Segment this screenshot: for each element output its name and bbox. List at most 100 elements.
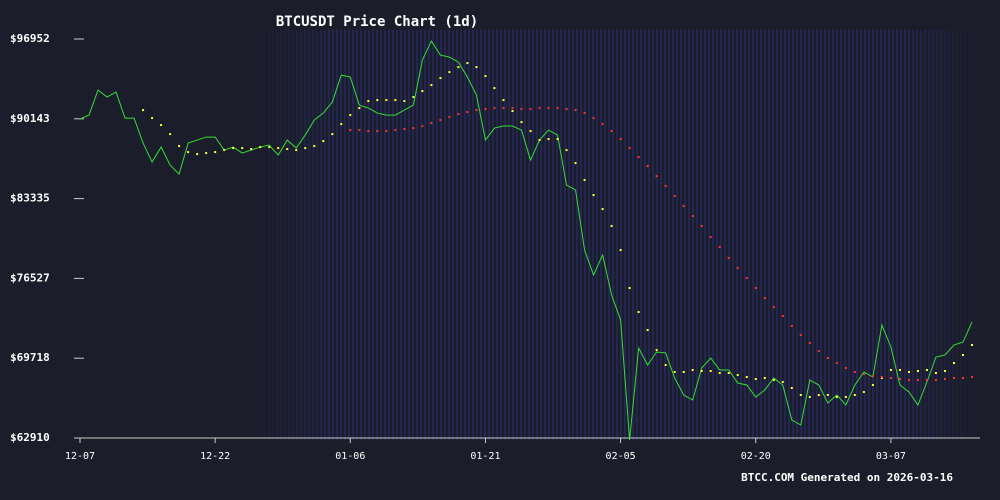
y-tick-label: $90143	[10, 112, 50, 125]
ma-dot	[898, 378, 901, 381]
ma-dot	[286, 148, 289, 151]
ma-dot	[556, 138, 559, 141]
ma-dot	[934, 372, 937, 375]
ma-dot	[349, 114, 352, 117]
ma-dot	[880, 376, 883, 379]
ma-dot	[772, 306, 775, 309]
ma-dot	[547, 138, 550, 141]
ma-dot	[583, 112, 586, 115]
ma-dot	[403, 100, 406, 103]
ma-dot	[799, 394, 802, 397]
ma-dot	[565, 108, 568, 111]
ma-dot	[709, 370, 712, 373]
ma-dot	[790, 325, 793, 328]
ma-dot	[196, 153, 199, 156]
ma-dot	[781, 381, 784, 384]
ma-dot	[448, 116, 451, 119]
ma-dot	[790, 387, 793, 390]
ma-dot	[952, 362, 955, 365]
x-tick-label: 12-22	[200, 451, 230, 462]
ma-dot	[529, 130, 532, 133]
ma-dot	[628, 287, 631, 290]
ma-dot	[736, 374, 739, 377]
ma-dot	[169, 133, 172, 136]
ma-dot	[971, 344, 973, 347]
ma-dot	[358, 107, 361, 110]
ma-dot	[655, 349, 658, 352]
ma-dot	[718, 372, 721, 375]
ma-dot	[907, 371, 910, 374]
ma-dot	[457, 113, 460, 116]
ma-dot	[736, 267, 739, 270]
ma-dot	[484, 75, 487, 78]
ma-dot	[835, 362, 838, 365]
x-tick-label: 12-07	[65, 451, 95, 462]
ma-dot	[421, 90, 424, 93]
ma-dot	[187, 151, 190, 154]
ma-dot	[601, 208, 604, 211]
y-tick-label: $62910	[10, 431, 50, 444]
ma-dot	[493, 87, 496, 90]
ma-dot	[565, 149, 568, 152]
ma-dot	[664, 364, 667, 367]
ma-dot	[277, 147, 280, 150]
ma-dot	[232, 147, 235, 150]
ma-dot	[691, 215, 694, 218]
ma-dot	[529, 108, 532, 111]
ma-dot	[871, 375, 874, 378]
ma-dot	[511, 107, 514, 110]
ma-dot	[943, 370, 946, 373]
ma-dot	[826, 394, 829, 397]
ma-dot	[475, 66, 478, 69]
ma-dot	[853, 371, 856, 374]
ma-dot	[673, 371, 676, 374]
ma-dot	[574, 109, 577, 112]
ma-dot	[700, 370, 703, 373]
ma-dot	[394, 99, 397, 102]
ma-dot	[160, 124, 163, 127]
ma-dot	[862, 373, 865, 376]
ma-dot	[484, 108, 487, 111]
ma-dot	[493, 107, 496, 110]
ma-dot	[826, 357, 829, 360]
ma-dot	[304, 147, 307, 150]
y-tick-label: $69718	[10, 351, 50, 364]
ma-dot	[367, 100, 370, 103]
ma-dot	[745, 376, 748, 379]
ma-dot	[367, 130, 370, 133]
ma-dot	[457, 66, 460, 69]
ma-dot	[439, 77, 442, 80]
ma-dot	[862, 391, 865, 394]
ma-dot	[907, 379, 910, 382]
ma-dot	[520, 121, 523, 124]
ma-dot	[214, 151, 217, 154]
ma-dot	[295, 149, 298, 152]
ma-dot	[754, 287, 757, 290]
ma-dot	[376, 130, 379, 133]
ma-dot	[808, 342, 811, 345]
ma-dot	[601, 123, 604, 126]
ma-dot	[682, 371, 685, 374]
x-tick-label: 02-05	[606, 451, 636, 462]
ma-dot	[682, 205, 685, 208]
ma-dot	[925, 369, 928, 372]
ma-dot	[844, 367, 847, 370]
ma-dot	[709, 236, 712, 239]
ma-dot	[268, 146, 271, 149]
ma-dot	[718, 246, 721, 249]
ma-dot	[511, 110, 514, 113]
ma-dot	[340, 123, 343, 126]
ma-dot	[376, 99, 379, 102]
ma-dot	[385, 99, 388, 102]
ma-dot	[430, 84, 433, 87]
ma-dot	[745, 277, 748, 280]
ma-dot	[835, 396, 838, 399]
ma-dot	[925, 379, 928, 382]
ma-dot	[961, 377, 964, 380]
ma-dot	[655, 175, 658, 178]
ma-dot	[466, 62, 469, 65]
ma-dot	[466, 111, 469, 114]
y-tick-label: $83335	[10, 192, 50, 205]
